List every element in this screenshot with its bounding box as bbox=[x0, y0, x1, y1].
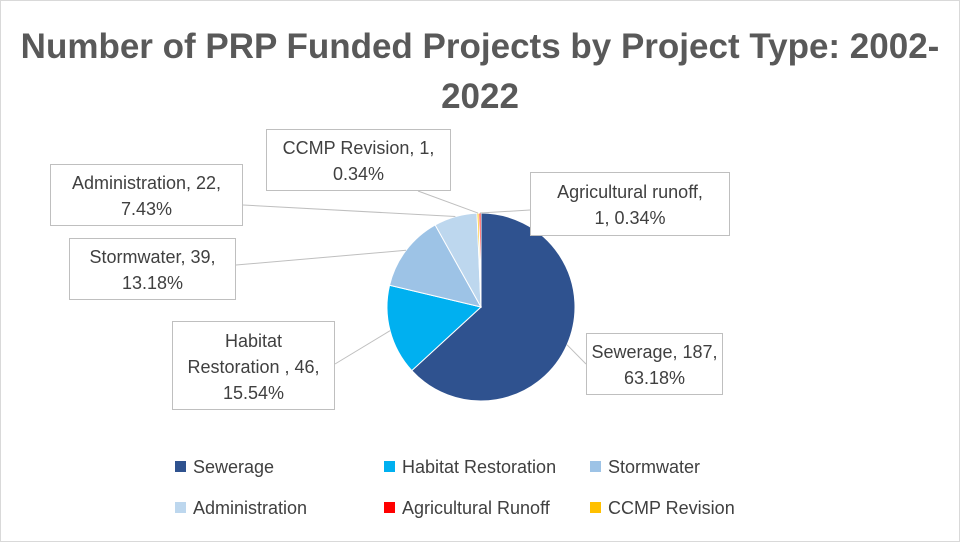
leader-line-ccmp-revision bbox=[417, 190, 479, 214]
legend-swatch bbox=[384, 502, 395, 513]
pie-slice-habitat-restoration[interactable] bbox=[386, 284, 483, 372]
leader-line-stormwater bbox=[235, 249, 407, 266]
legend-item-habitat-restoration[interactable]: Habitat Restoration bbox=[384, 456, 556, 478]
leader-line-sewerage bbox=[566, 344, 587, 365]
data-label-agricultural-runoff: Agricultural runoff, 1, 0.34% bbox=[530, 172, 730, 236]
leader-line-habitat-restoration bbox=[334, 330, 391, 365]
legend-label: Habitat Restoration bbox=[402, 457, 557, 477]
leader-line-administration bbox=[242, 204, 456, 218]
legend-item-ccmp-revision[interactable]: CCMP Revision bbox=[590, 497, 735, 519]
data-label-line: 15.54% bbox=[222, 382, 285, 403]
legend-label: Administration bbox=[193, 498, 308, 518]
data-label-habitat-restoration: Habitat Restoration , 46, 15.54% bbox=[172, 321, 335, 410]
data-label-line: Habitat bbox=[224, 330, 283, 351]
legend-item-stormwater[interactable]: Stormwater bbox=[590, 456, 700, 478]
data-label-ccmp-revision: CCMP Revision, 1, 0.34% bbox=[266, 129, 451, 191]
chart-title: Number of PRP Funded Projects by Project… bbox=[20, 27, 940, 116]
legend-item-agricultural-runoff[interactable]: Agricultural Runoff bbox=[384, 497, 550, 519]
legend-swatch bbox=[175, 461, 186, 472]
pie-slice-stormwater[interactable] bbox=[388, 224, 482, 308]
legend-swatch bbox=[590, 502, 601, 513]
data-label-line: 63.18% bbox=[623, 368, 686, 388]
data-label-sewerage: Sewerage, 187, 63.18% bbox=[586, 333, 723, 395]
legend-swatch bbox=[590, 461, 601, 472]
data-label-line: Sewerage, 187, bbox=[591, 342, 718, 362]
legend-item-sewerage[interactable]: Sewerage bbox=[175, 456, 274, 478]
legend-label: CCMP Revision bbox=[608, 498, 735, 518]
data-label-stormwater: Stormwater, 39, 13.18% bbox=[69, 238, 236, 300]
legend-item-administration[interactable]: Administration bbox=[175, 497, 307, 519]
data-label-line: 7.43% bbox=[120, 199, 173, 219]
data-label-line: Restoration , 46, bbox=[187, 356, 320, 377]
data-label-line: Agricultural runoff, bbox=[557, 182, 703, 202]
legend-label: Agricultural Runoff bbox=[402, 498, 550, 518]
data-label-administration: Administration, 22, 7.43% bbox=[50, 164, 243, 226]
data-label-line: 1, 0.34% bbox=[594, 208, 666, 228]
legend-label: Stormwater bbox=[608, 457, 701, 477]
legend-swatch bbox=[384, 461, 395, 472]
legend-swatch bbox=[175, 502, 186, 513]
data-label-line: Stormwater, 39, bbox=[89, 247, 216, 267]
data-label-line: CCMP Revision, 1, bbox=[282, 138, 435, 158]
legend-label: Sewerage bbox=[193, 457, 275, 477]
data-label-line: Administration, 22, bbox=[71, 173, 222, 193]
data-label-line: 0.34% bbox=[332, 164, 385, 184]
leader-line-agricultural-runoff bbox=[479, 209, 531, 214]
data-label-line: 13.18% bbox=[121, 273, 184, 293]
